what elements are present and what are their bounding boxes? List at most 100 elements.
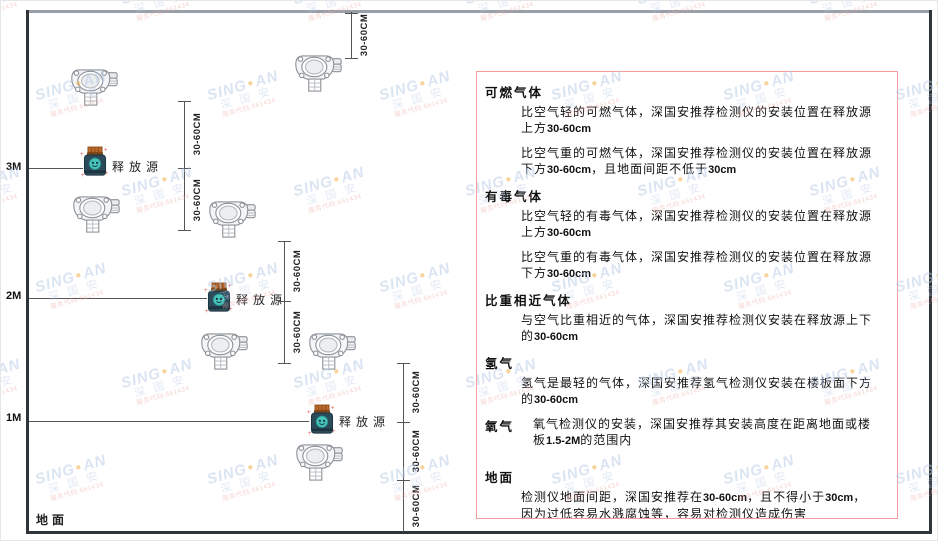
watermark-brand-text: SING●AN [0,355,23,379]
watermark-cjk-text: 深 国 安 [1,1,25,19]
dimension-tick [178,168,191,169]
brand-dot-icon: ● [332,173,342,186]
brand-dot-icon: ● [934,269,938,282]
dimension-tick [178,101,191,102]
brand-dot-icon: ● [246,269,256,282]
right-wall-line [929,10,932,534]
dimension-label: 30-60CM [411,429,422,473]
axis-label-1m: 1M [6,412,22,424]
dimension-label: 30-60CM [192,112,203,156]
section-paragraph: 比空气重的有毒气体，深国安推荐检测仪的安装位置在释放源下方30-60cm [521,250,873,280]
watermark-code-text: 服务代码:661434 [393,97,449,119]
release-source-icon [307,403,337,437]
info-panel: 可燃气体 比空气轻的可燃气体，深国安推荐检测仪的安装位置在释放源上方30-60c… [476,71,898,519]
watermark-code-text: 服务代码:661434 [909,97,938,119]
brand-dot-icon: ● [74,77,84,90]
dimension-tick [345,58,358,59]
watermark-cjk-text: 深 国 安 [47,85,102,113]
section-toxic-gas: 有毒气体 比空气轻的有毒气体，深国安推荐检测仪的安装位置在释放源上方30-60c… [477,186,897,282]
brand-dot-icon: ● [246,461,256,474]
watermark-brand-text: SING●AN [635,1,710,8]
watermark-cjk-text: 深 国 安 [219,85,274,113]
watermark-code-text: 服务代码:661434 [49,289,105,311]
brand-dot-icon: ● [934,461,938,474]
watermark-cjk-text: 深 国 安 [305,373,360,401]
gas-detector-icon [294,440,344,485]
watermark-code-text: 服务代码:661434 [49,481,105,503]
watermark-cjk-text: 深 国 安 [0,181,16,208]
brand-dot-icon: ● [160,173,170,186]
watermark-brand-text: SING●AN [291,355,367,393]
watermark-cjk-text: 深 国 安 [391,85,446,113]
watermark-code-text: 服务代码:661434 [823,1,879,23]
section-oxygen: 氧气 氧气检测仪的安装，深国安推荐其安装高度在距离地面或楼板1.5-2M的范围内 [477,416,897,457]
axis-label-2m: 2M [6,290,22,302]
section-title: 可燃气体 [485,86,544,100]
watermark-code-text: 服务代码:661434 [909,289,938,311]
ceiling-line [27,10,932,13]
watermark-brand-text: SING●AN [205,451,281,489]
watermark-code-text: 服务代码:661434 [221,97,277,119]
ground-label: 地面 [36,513,69,527]
watermark-brand-text: SING●AN [119,1,194,8]
dimension-line [284,241,285,364]
dimension-line [403,363,404,532]
release-source-icon [80,145,110,179]
watermark-brand-text: SING●AN [33,451,109,489]
dimension-tick [397,480,410,481]
section-title: 氢气 [485,357,515,371]
brand-dot-icon: ● [418,77,428,90]
watermark-cjk-text: 深 国 安 [47,277,102,305]
dimension-label: 30-60CM [359,13,370,57]
watermark-code-text: 服务代码:661434 [135,193,191,215]
axis-label-3m: 3M [6,161,22,173]
watermark-brand-text: SING●AN [291,163,367,201]
dimension-tick [397,422,410,423]
watermark-cjk-text: 深 国 安 [47,469,102,497]
dimension-tick [178,230,191,231]
reference-line-3m [29,168,83,169]
section-title: 氧气 [485,420,515,434]
watermark-brand-text: SING●AN [463,1,538,8]
section-paragraph: 检测仪地面间距，深国安推荐在30-60cm，且不得小于30cm，因为过低容易水溅… [521,490,867,519]
watermark-brand-text: SING●AN [377,67,453,105]
gas-detector-icon [207,197,257,242]
watermark-brand-text: SING●AN [1,1,22,7]
dimension-label: 30-60CM [411,370,422,414]
section-paragraph: 与空气比重相近的气体，深国安推荐检测仪安装在释放源上下的30-60cm [521,313,873,343]
dimension-tick [278,363,291,364]
dimension-tick [345,13,358,14]
brand-dot-icon: ● [74,461,84,474]
release-source-label: 释放源 [339,415,391,429]
watermark-code-text: 服务代码:661434 [135,1,191,23]
section-title: 地面 [485,471,515,485]
watermark-code-text: 服务代码:661434 [909,481,938,503]
section-paragraph: 氢气是最轻的气体，深国安推荐氢气检测仪安装在楼板面下方的30-60cm [521,376,873,406]
watermark-code-text: 服务代码:661434 [221,481,277,503]
watermark-cjk-text: 深 国 安 [305,181,360,209]
gas-detector-icon [199,329,249,374]
brand-dot-icon: ● [418,269,428,282]
dimension-tick [397,363,410,364]
watermark-brand-text: SING●AN [205,67,281,105]
watermark-brand-text: SING●AN [291,1,366,8]
gas-detector-icon [71,192,121,237]
reference-line-1m [29,421,309,422]
gas-detector-icon [293,51,343,96]
gas-detector-icon [307,329,357,374]
section-title: 比重相近气体 [485,294,573,308]
brand-dot-icon: ● [934,77,938,90]
watermark-cjk-text: 深 国 安 [133,181,188,209]
section-combustible-gas: 可燃气体 比空气轻的可燃气体，深国安推荐检测仪的安装位置在释放源上方30-60c… [477,82,897,178]
